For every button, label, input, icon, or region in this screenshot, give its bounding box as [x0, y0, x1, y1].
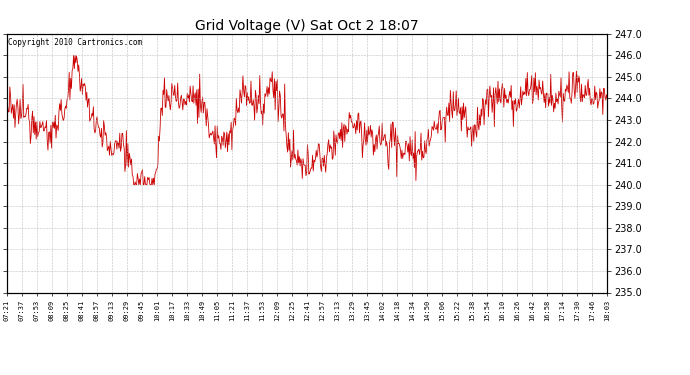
Text: Copyright 2010 Cartronics.com: Copyright 2010 Cartronics.com	[8, 38, 142, 46]
Title: Grid Voltage (V) Sat Oct 2 18:07: Grid Voltage (V) Sat Oct 2 18:07	[195, 19, 419, 33]
